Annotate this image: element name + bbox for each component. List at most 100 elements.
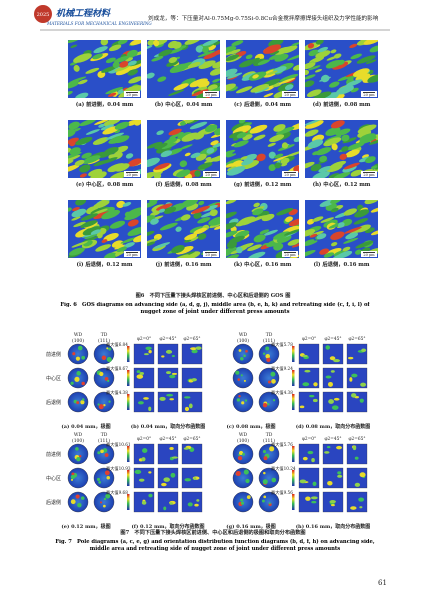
fraction-box: fGOS: 32.5% [177, 124, 219, 133]
odf-peak [329, 356, 336, 361]
grain [92, 137, 109, 145]
grain [95, 244, 112, 252]
color-bar [127, 370, 130, 386]
pole-spot [263, 471, 266, 475]
grain [305, 239, 315, 245]
pole-spot [72, 352, 76, 356]
odf-peak [350, 506, 357, 510]
grain [263, 44, 282, 54]
odf-section [181, 443, 203, 465]
panel-label: (d) 前进侧，0.08 mm [313, 100, 371, 108]
pole-spot [242, 452, 245, 456]
odf-caption: (d) 0.08 mm，取向分布函数图 [296, 423, 370, 430]
grain [108, 44, 122, 52]
odf-peak [351, 373, 358, 378]
grain-map [305, 120, 378, 178]
grain [100, 40, 109, 46]
grain [214, 128, 220, 136]
grain [114, 55, 130, 63]
odf-peak [136, 370, 141, 374]
grain [84, 232, 100, 240]
grain [281, 142, 289, 149]
scale-label: 20 μm [284, 173, 296, 177]
grain [332, 254, 344, 258]
grain [100, 124, 115, 131]
grain [320, 74, 330, 83]
pole-spot [79, 455, 82, 458]
odf-peak [333, 358, 340, 363]
grain [168, 89, 185, 96]
grain [156, 203, 173, 211]
odf-header: φ2=65° [349, 337, 366, 342]
pole-figure [67, 467, 89, 489]
pole-header: WD [239, 332, 248, 338]
grain [308, 65, 321, 71]
pole-spot [75, 356, 81, 361]
scale-bg [361, 171, 377, 177]
fig7-caption-cn: 图7 不同下压量下接头焊核区前进侧、中心区和后退侧的极图和取向分布函数图 [120, 528, 305, 536]
odf-peak [305, 496, 311, 501]
grain [291, 42, 299, 47]
grain [82, 155, 101, 164]
grain [120, 236, 138, 244]
grain [153, 172, 162, 178]
odf-peak [337, 474, 343, 478]
pole-spot [104, 376, 109, 381]
grain [345, 79, 363, 87]
pole-figure [93, 491, 115, 513]
grain-map [147, 120, 220, 178]
grain [212, 78, 220, 83]
grain [240, 156, 248, 160]
grain [319, 155, 328, 163]
grain [239, 59, 255, 68]
grain [103, 233, 119, 242]
grain [355, 224, 371, 233]
grain [68, 76, 87, 84]
odf-section [133, 343, 155, 365]
grain [98, 123, 105, 128]
grain [202, 204, 218, 212]
odf-peak [183, 447, 189, 450]
grain [333, 53, 342, 59]
grain [166, 60, 179, 67]
grain [116, 246, 128, 253]
grain [276, 207, 294, 216]
grain [328, 173, 340, 178]
odf-peak [354, 456, 359, 460]
grain [88, 168, 103, 177]
odf-peak [148, 406, 152, 412]
grain [228, 86, 238, 92]
grain [350, 87, 359, 93]
grain [250, 83, 270, 93]
grain [117, 90, 124, 94]
grain [229, 235, 245, 244]
pole-spot [243, 379, 246, 382]
odf-peak [329, 499, 336, 504]
grain [127, 207, 141, 215]
grain [212, 142, 220, 148]
grain [315, 50, 331, 59]
pole-spot [246, 495, 251, 500]
odf-peak [361, 348, 367, 352]
grain [229, 49, 241, 55]
row-label: 后退侧 [46, 499, 61, 506]
odf-peak [191, 349, 198, 354]
grain [71, 216, 81, 221]
grain [75, 136, 93, 146]
odf-peak [328, 399, 334, 404]
scale-bg [282, 171, 298, 177]
grain [335, 128, 351, 136]
grain [305, 240, 318, 247]
scale-label: 20 μm [363, 253, 375, 257]
odf-peak [310, 496, 318, 500]
grain [332, 61, 349, 70]
pole-spot [70, 381, 74, 385]
pole-spot [70, 474, 76, 480]
odf-peak [184, 478, 192, 482]
grain [69, 247, 85, 256]
odf-peak [349, 377, 353, 382]
grain [226, 83, 236, 93]
max-value: 最大值9.68 [106, 489, 128, 496]
grain [226, 153, 237, 158]
